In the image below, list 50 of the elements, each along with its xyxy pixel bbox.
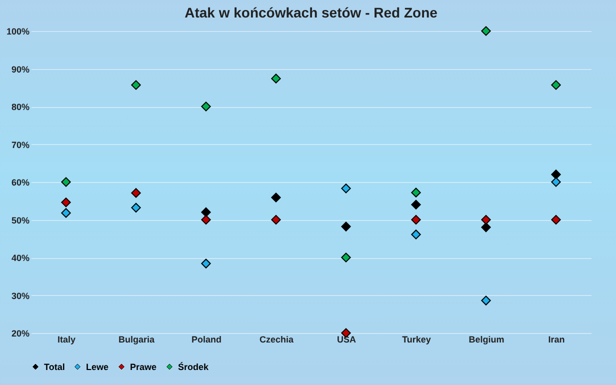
y-tick-label: 100% — [6, 26, 30, 36]
point — [131, 202, 141, 212]
point — [411, 230, 421, 240]
x-tick-label: Bulgaria — [118, 334, 156, 344]
point — [131, 188, 141, 198]
point — [551, 214, 561, 225]
point — [411, 188, 421, 198]
point — [271, 214, 281, 225]
point — [61, 198, 71, 208]
y-tick-label: 60% — [11, 178, 30, 188]
point — [201, 214, 211, 225]
point — [551, 170, 561, 180]
point — [341, 184, 351, 194]
y-tick-label: 50% — [11, 215, 30, 226]
point — [551, 177, 561, 187]
legend-label: Środek — [178, 362, 210, 372]
point — [271, 192, 281, 202]
point — [481, 214, 491, 225]
chart-title: Atak w końcówkach setów - Red Zone — [184, 4, 438, 21]
x-tick-label: Czechia — [259, 334, 294, 344]
x-tick-label: Poland — [191, 334, 222, 344]
point — [341, 252, 351, 262]
x-tick-label: Turkey — [402, 334, 431, 344]
x-tick-label: Italy — [57, 334, 76, 344]
point — [551, 80, 561, 90]
point — [411, 200, 421, 210]
y-tick-label: 30% — [11, 290, 30, 301]
point — [271, 74, 281, 84]
point — [61, 177, 71, 187]
point — [131, 80, 141, 90]
point — [201, 102, 211, 112]
point — [481, 296, 491, 306]
legend-label: Prawe — [130, 362, 157, 372]
point — [201, 207, 211, 218]
x-tick-label: Belgium — [468, 334, 504, 344]
point — [201, 258, 211, 268]
point — [481, 26, 491, 36]
x-tick-label: USA — [336, 334, 356, 344]
y-tick-label: 70% — [11, 140, 30, 150]
point — [61, 208, 71, 218]
y-tick-label: 40% — [11, 253, 30, 263]
x-tick-label: Iran — [548, 334, 565, 344]
y-tick-label: 80% — [11, 102, 30, 112]
legend-label: Total — [44, 362, 65, 372]
y-tick-label: 20% — [11, 328, 30, 338]
point — [481, 222, 491, 232]
legend-label: Lewe — [86, 362, 109, 372]
point — [411, 214, 421, 225]
y-tick-label: 90% — [11, 64, 30, 74]
point — [341, 222, 351, 232]
